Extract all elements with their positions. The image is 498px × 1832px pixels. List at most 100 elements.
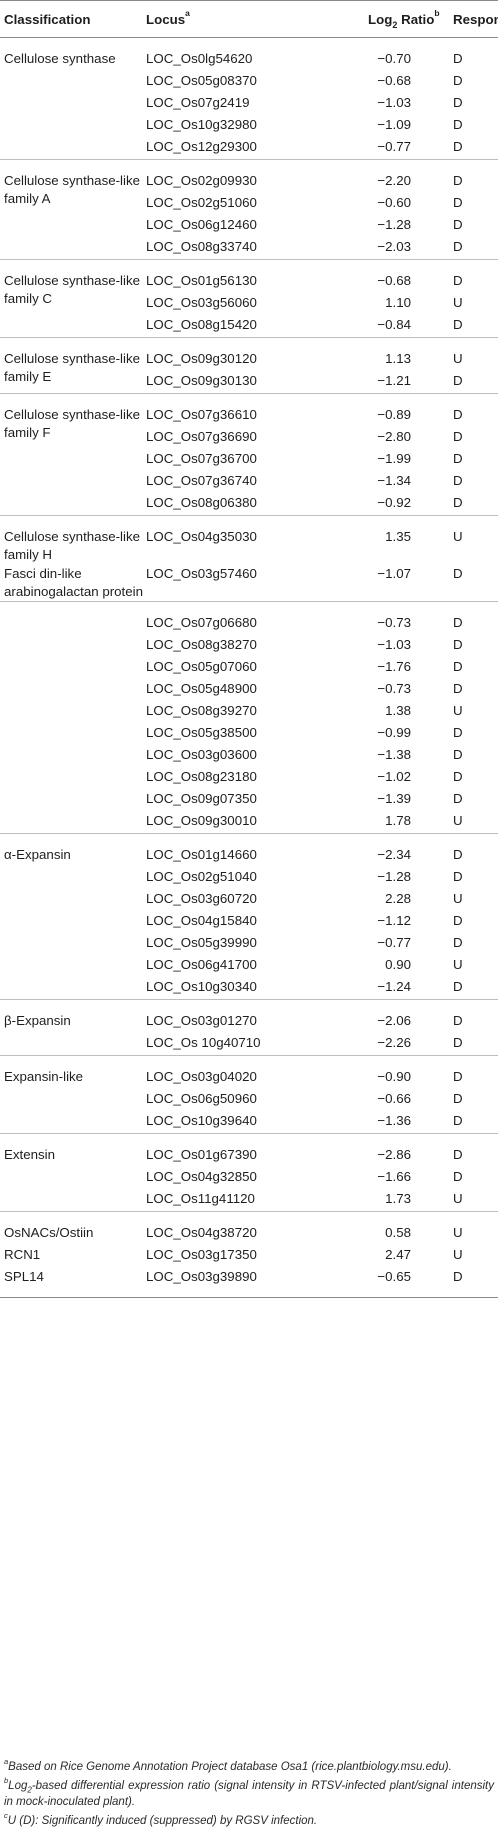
table-row: LOC_Os07g06680 −0.73 D <box>0 601 498 834</box>
response-cell: U <box>453 957 463 972</box>
response-cell: D <box>453 1035 463 1050</box>
classification-cell: Cellulose synthase-like family C <box>0 259 146 338</box>
log2-ratio-cell: 2.28 <box>385 891 411 906</box>
locus-cell: LOC_Os06g41700 <box>146 957 257 972</box>
log2-ratio-cell: −2.80 <box>377 429 411 444</box>
table-row: Cellulose synthase-like family F LOC_Os07… <box>0 393 498 516</box>
log2-ratio-cell: −0.73 <box>377 681 411 696</box>
response-cell: D <box>453 566 463 581</box>
locus-cell: LOC_Os03g56060 <box>146 295 257 310</box>
log2-ratio-cell: 1.35 <box>368 515 417 564</box>
response-cell: D <box>453 139 463 154</box>
response-cell: D <box>453 451 463 466</box>
log2-ratio-cell: −2.20 <box>368 159 417 193</box>
classification-cell: OsNACs/Ostiin <box>0 1211 146 1245</box>
locus-cell: LOC_Os07g36690 <box>146 429 257 444</box>
locus-cell: LOC_Os03g01270 <box>146 999 368 1033</box>
locus-cell: LOC_Os08g06380 <box>146 495 257 510</box>
log2-ratio-cell: −2.06 <box>368 999 417 1033</box>
locus-cell: LOC_Os07g2419 <box>146 95 250 110</box>
locus-cell: LOC_Os12g29300 <box>146 139 257 154</box>
log2-ratio-cell: 1.78 <box>385 813 411 828</box>
table-row: LOC_Os03g56060 1.10 U <box>0 293 498 315</box>
response-cell: U <box>453 1191 463 1206</box>
table-row: LOC_Os12g29300 −0.77 D <box>0 137 498 160</box>
table-row: β-Expansin LOC_Os03g01270 −2.06 D <box>0 999 498 1056</box>
response-cell: D <box>453 1113 463 1128</box>
classification-cell: Expansin-like <box>0 1055 146 1134</box>
response-cell: D <box>453 1091 463 1106</box>
locus-cell: LOC_Os03g60720 <box>146 891 257 906</box>
response-cell: U <box>453 295 463 310</box>
response-cell: D <box>417 1133 498 1167</box>
response-cell: D <box>453 95 463 110</box>
table-row: Fasci din-like arabinogalactan protein LO… <box>0 564 498 602</box>
response-cell: D <box>453 373 463 388</box>
locus-cell: LOC_Os11g41120 <box>146 1191 255 1206</box>
response-cell: D <box>453 747 463 762</box>
response-cell: D <box>453 217 463 232</box>
locus-cell: LOC_Os06g12460 <box>146 217 257 232</box>
classification-cell: Cellulose synthase-like family H <box>0 515 146 564</box>
log2-ratio-cell: 0.90 <box>385 957 411 972</box>
locus-cell: LOC_Os05g38500 <box>146 725 257 740</box>
table-row: LOC_Os03g60720 2.28 U <box>0 889 498 911</box>
table-row: LOC_Os09g30130 −1.21 D <box>0 371 498 394</box>
response-cell: D <box>417 1055 498 1089</box>
locus-cell: LOC_Os08g39270 <box>146 703 257 718</box>
table-row: LOC_Os09g07350 −1.39 D <box>0 789 498 811</box>
response-cell: D <box>453 195 463 210</box>
footnote-b: bLog2-based differential expression rati… <box>4 1776 494 1808</box>
response-cell: D <box>453 681 463 696</box>
log2-ratio-cell: −0.70 <box>377 51 411 66</box>
classification-cell: SPL14 <box>0 1267 146 1298</box>
table-row: LOC_Os06g12460 −1.28 D <box>0 215 498 237</box>
log2-ratio-cell: −1.12 <box>377 913 411 928</box>
locus-cell: LOC_Os07g36740 <box>146 473 257 488</box>
footnotes: aBased on Rice Genome Annotation Project… <box>4 1757 494 1832</box>
table-row: LOC_Os06g50960 −0.66 D <box>0 1089 498 1111</box>
locus-cell: LOC_Os02g09930 <box>146 159 368 193</box>
table-row: LOC_Os03g03600 −1.38 D <box>0 745 498 767</box>
log2-ratio-cell: −2.86 <box>368 1133 417 1167</box>
response-cell: D <box>453 73 463 88</box>
response-cell: U <box>417 337 498 371</box>
response-cell: D <box>453 51 463 66</box>
log2-ratio-cell: −1.76 <box>377 659 411 674</box>
log2-ratio-cell: −0.84 <box>377 317 411 332</box>
response-cell: D <box>453 659 463 674</box>
classification-cell <box>0 601 146 834</box>
response-cell: D <box>417 259 498 293</box>
table-row: Cellulose synthase-like family H LOC_Os04… <box>0 515 498 564</box>
log2-ratio-cell: −1.28 <box>377 869 411 884</box>
log2-ratio-cell: −0.92 <box>377 495 411 510</box>
log2-ratio-cell: −0.60 <box>377 195 411 210</box>
log2-ratio-cell: −1.28 <box>377 217 411 232</box>
locus-cell: LOC_Os03g17350 <box>146 1247 257 1262</box>
locus-cell: LOC_Os 10g40710 <box>146 1035 261 1050</box>
classification-cell: Cellulose synthase-like family A <box>0 159 146 260</box>
response-cell: D <box>417 833 498 867</box>
response-cell: D <box>453 869 463 884</box>
response-cell: D <box>417 393 498 427</box>
footnote-a: aBased on Rice Genome Annotation Project… <box>4 1757 452 1773</box>
log2-ratio-cell: −1.02 <box>377 769 411 784</box>
table-row: OsNACs/Ostiin LOC_Os04g38720 0.58 U <box>0 1211 498 1245</box>
table-row: RCN1 LOC_Os03g17350 2.47 U <box>0 1245 498 1267</box>
locus-cell: LOC_Os0lg54620 <box>146 51 253 66</box>
table-row: LOC_Os05g48900 −0.73 D <box>0 679 498 701</box>
locus-cell: LOC_Os04g38720 <box>146 1211 368 1245</box>
table-row: LOC_Os08g23180 −1.02 D <box>0 767 498 789</box>
table-row: LOC_Os10g39640 −1.36 D <box>0 1111 498 1134</box>
footnote-c: cU (D): Significantly induced (suppresse… <box>4 1811 318 1827</box>
log2-ratio-cell: 1.10 <box>385 295 411 310</box>
table-row: LOC_Os04g32850 −1.66 D <box>0 1167 498 1189</box>
table-row: Cellulose synthase LOC_Os0lg54620 −0.70 D <box>0 38 498 72</box>
log2-ratio-cell: −1.34 <box>377 473 411 488</box>
classification-cell: Extensin <box>0 1133 146 1212</box>
classification-cell: Cellulose synthase <box>4 51 116 66</box>
locus-cell: LOC_Os10g32980 <box>146 117 257 132</box>
locus-cell: LOC_Os09g07350 <box>146 791 257 806</box>
response-cell: D <box>453 791 463 806</box>
